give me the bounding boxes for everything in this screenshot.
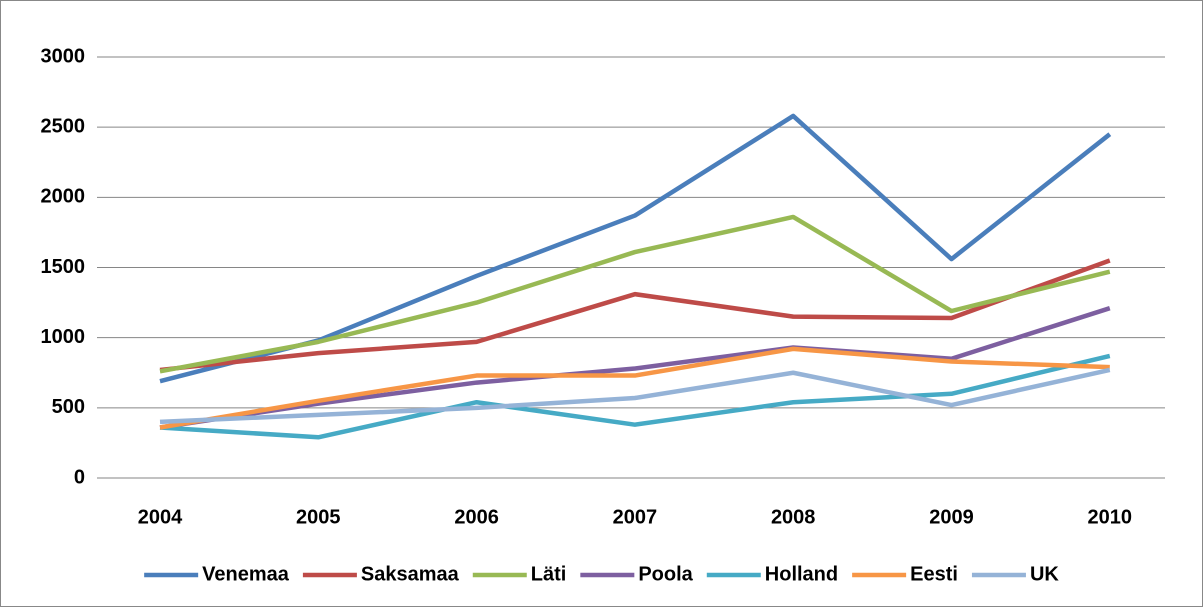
y-tick-label: 500 (52, 396, 85, 418)
series-line (159, 306, 1111, 430)
x-tick-label: 2009 (929, 506, 974, 528)
series-line (159, 367, 1111, 425)
legend-label: Läti (531, 563, 567, 585)
y-tick-label: 2000 (41, 186, 86, 208)
legend-label: Venemaa (202, 563, 290, 585)
y-tick-label: 1500 (41, 256, 86, 278)
x-tick-label: 2010 (1088, 506, 1133, 528)
legend-label: Eesti (910, 563, 958, 585)
series-line (159, 346, 1110, 430)
y-tick-label: 3000 (41, 45, 86, 67)
series-line (159, 353, 1111, 440)
x-tick-label: 2004 (138, 506, 183, 528)
series-line (159, 214, 1111, 374)
x-tick-label: 2007 (613, 506, 658, 528)
y-tick-label: 0 (74, 466, 85, 488)
legend-label: Poola (638, 563, 693, 585)
x-tick-label: 2005 (296, 506, 341, 528)
series-line (159, 258, 1111, 373)
y-tick-label: 2500 (41, 115, 86, 137)
legend-label: Saksamaa (361, 563, 460, 585)
y-tick-label: 1000 (41, 326, 86, 348)
x-tick-label: 2006 (454, 506, 499, 528)
legend-label: UK (1030, 563, 1059, 585)
x-tick-label: 2008 (771, 506, 816, 528)
legend-label: Holland (765, 563, 838, 585)
